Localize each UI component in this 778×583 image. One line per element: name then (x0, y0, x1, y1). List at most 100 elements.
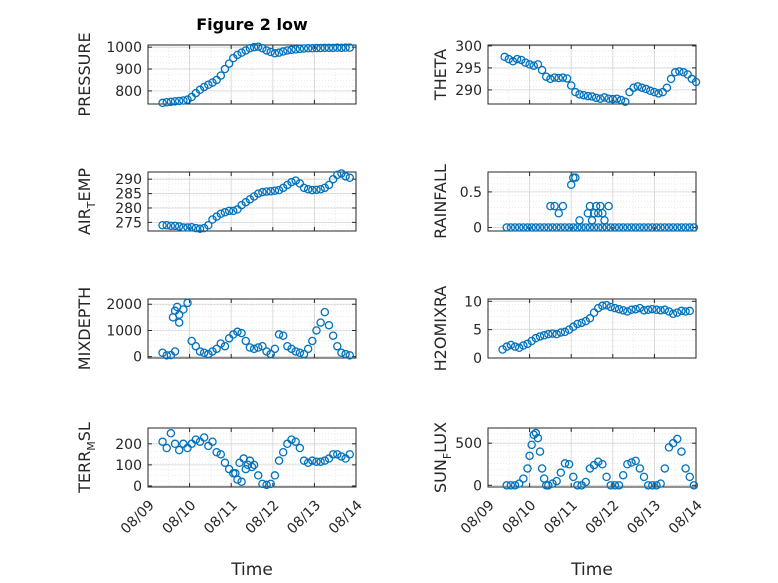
theta-data-point (529, 61, 539, 70)
air_temp-ytick-label: 290 (115, 172, 142, 188)
pressure-ylabel: PRESSURE (75, 32, 94, 116)
theta-data-point (645, 86, 655, 96)
air_temp-data-point (183, 223, 192, 232)
rainfall-data-point (623, 223, 632, 232)
mixdepth-data-point (262, 347, 271, 356)
air_temp-data-point (299, 183, 309, 193)
theta-ytick-label: 300 (455, 39, 482, 55)
pressure-data-point (333, 43, 342, 52)
terr_msl-data-point (328, 450, 338, 459)
air_temp-data-point (229, 206, 238, 216)
terr_msl-data-point (220, 458, 230, 468)
air_temp-data-point (345, 173, 355, 183)
theta-data-point (533, 60, 543, 69)
rainfall-data-point (648, 223, 657, 232)
theta-data-point (650, 87, 659, 97)
sun_flux-data-point (548, 479, 557, 488)
rainfall-data-point (546, 201, 555, 211)
mixdepth-data-point (295, 348, 305, 358)
sun_flux-data-point (677, 447, 686, 456)
sun_flux-xlabel: Time (570, 560, 613, 580)
air_temp-data-point (187, 223, 196, 232)
rainfall-data-point (575, 216, 584, 225)
mixdepth-data-point (270, 344, 280, 354)
mixdepth-ytick-label: 1000 (106, 323, 142, 339)
h2omixra-data-point (673, 308, 682, 317)
theta-data-point (670, 68, 680, 77)
pressure-data-point (324, 43, 334, 53)
mixdepth-data-point (333, 341, 342, 351)
pressure-data-point (204, 80, 213, 90)
rainfall-data-point (554, 208, 563, 218)
h2omixra-data-point (598, 301, 607, 311)
terr_msl-xtick-label: 08/10 (160, 497, 200, 537)
mixdepth-data-point (195, 347, 205, 356)
theta-data-point (604, 94, 613, 103)
theta-data-point (579, 90, 588, 100)
rainfall-data-point (569, 223, 578, 232)
sun_flux-data-point (627, 458, 636, 467)
sun_flux-data-point (573, 481, 582, 490)
rainfall-data-point (627, 223, 636, 232)
mixdepth-data-point (328, 331, 338, 340)
air_temp-ytick-label: 285 (115, 187, 142, 203)
sun_flux-data-point (660, 464, 670, 473)
mixdepth-data-point (345, 351, 355, 360)
h2omixra-data-point (606, 302, 615, 312)
pressure-data-point (328, 43, 338, 53)
sun_flux-ytick-label: 0 (473, 478, 482, 494)
rainfall-ylabel: RAINFALL (431, 164, 450, 239)
sun_flux-data-point (510, 481, 520, 490)
mixdepth-axes-box (147, 298, 357, 359)
theta-data-point (679, 68, 688, 77)
theta-data-point (562, 74, 572, 83)
terr_msl-data-point (216, 450, 226, 459)
theta-data-point (600, 93, 609, 102)
air_temp-data-point (174, 222, 184, 231)
air_temp-data-point (170, 221, 180, 231)
pressure-data-point (291, 45, 300, 54)
pressure-data-point (299, 44, 309, 53)
air_temp-data-point (216, 209, 226, 218)
mixdepth-data-point (174, 318, 184, 327)
sun_flux-data-point (631, 456, 640, 466)
sun_flux-data-point (537, 464, 547, 473)
theta-data-point (637, 83, 647, 92)
h2omixra-data-point (631, 304, 640, 314)
pressure-data-point (166, 97, 176, 107)
h2omixra-data-point (610, 303, 620, 313)
h2omixra-data-point (685, 306, 695, 316)
terr_msl-data-point (303, 458, 313, 468)
terr_msl-data-point (312, 457, 321, 466)
pressure-data-point (337, 43, 346, 53)
h2omixra-data-point (514, 343, 524, 353)
pressure-data-point (341, 43, 350, 52)
rainfall-data-point (673, 223, 682, 232)
theta-data-point (546, 74, 555, 84)
rainfall-ytick-label: 0 (473, 220, 482, 236)
chart-title: Figure 2 low (196, 15, 308, 34)
rainfall-data-point (593, 223, 603, 232)
terr_msl-data-point (295, 443, 305, 453)
pressure-data-point (237, 48, 246, 57)
mixdepth-data-point (312, 326, 321, 335)
theta-data-point (641, 84, 651, 94)
mixdepth-data-point (245, 343, 255, 352)
air_temp-axes-box (147, 171, 357, 232)
mixdepth-data-point (237, 328, 246, 338)
rainfall-data-point (681, 223, 690, 232)
pressure-data-point (308, 44, 317, 53)
pressure-data-point (174, 96, 184, 106)
h2omixra-data-point (664, 307, 674, 316)
h2omixra-data-point (502, 342, 511, 351)
sun_flux-data-point (623, 459, 632, 469)
pressure-data-point (245, 44, 255, 53)
sun_flux-data-point (525, 451, 534, 461)
rainfall-data-point (514, 223, 524, 232)
air_temp-data-point (220, 208, 230, 217)
h2omixra-data-point (593, 303, 603, 313)
pressure-data-point (170, 97, 180, 106)
pressure-data-point (183, 95, 192, 104)
terr_msl-data-point (208, 437, 217, 446)
h2omixra-data-point (618, 306, 628, 315)
